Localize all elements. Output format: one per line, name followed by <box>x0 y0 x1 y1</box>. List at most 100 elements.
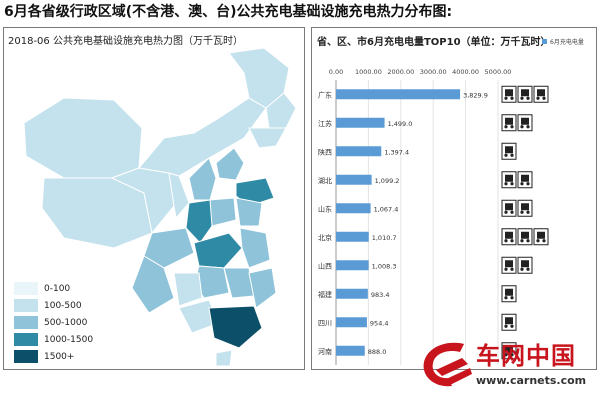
vehicle-icon <box>517 171 533 189</box>
province-region <box>248 267 277 309</box>
vehicle-icon <box>501 142 517 160</box>
province-region <box>193 232 243 269</box>
bar <box>336 317 367 328</box>
vehicle-icon <box>501 114 517 132</box>
bar <box>336 345 365 356</box>
category-label: 湖北 <box>318 176 332 185</box>
province-region <box>265 92 297 129</box>
map-legend: 0-100 100-500 500-1000 1000-1500 1500+ <box>14 280 93 365</box>
x-tick-label: 1000.00 <box>355 68 382 76</box>
province-region <box>23 97 143 179</box>
x-tick-label: 0.00 <box>329 68 343 76</box>
province-region <box>248 127 287 149</box>
category-label: 陕西 <box>318 147 332 156</box>
china-heat-map <box>23 47 297 367</box>
bar <box>336 231 369 242</box>
x-tick-label: 3000.00 <box>420 68 447 76</box>
legend-color-swatch <box>14 333 38 346</box>
carnets-logo <box>423 342 472 387</box>
page-heading: 6月各省级行政区域(不含港、澳、台)公共充电基础设施充电热力分布图: <box>4 4 453 20</box>
province-region <box>215 147 245 181</box>
legend-range-label: 500-1000 <box>44 317 88 328</box>
x-tick-label: 5000.00 <box>485 68 512 76</box>
legend-label: 6月充电电量 <box>550 39 584 46</box>
province-region <box>239 227 271 269</box>
vehicle-icon <box>501 256 517 274</box>
vehicle-icon <box>501 313 517 331</box>
value-label: 888.0 <box>368 348 387 356</box>
legend-color-swatch <box>14 350 38 363</box>
province-region <box>235 177 275 207</box>
chart-title: 省、区、市6月充电电量TOP10（单位：万千瓦时） <box>317 37 551 48</box>
value-label: 1,067.4 <box>374 205 399 213</box>
legend-range-label: 1000-1500 <box>44 334 94 345</box>
bar <box>336 146 382 157</box>
value-label: 954.4 <box>370 319 389 327</box>
watermark-url: www.carnets.com <box>476 374 587 387</box>
legend-color-swatch <box>14 299 38 312</box>
chart-legend: 6月充电电量 <box>542 37 584 46</box>
legend-range-label: 1500+ <box>44 351 75 362</box>
value-label: 1,010.7 <box>372 234 397 242</box>
province-region <box>173 272 203 307</box>
province-shapes <box>23 47 297 367</box>
province-region <box>143 227 195 269</box>
province-region <box>188 157 217 201</box>
legend-color-swatch <box>14 316 38 329</box>
bar <box>336 288 368 299</box>
bar <box>336 174 372 185</box>
vehicle-icon <box>501 199 517 217</box>
value-label: 1,397.4 <box>384 148 409 156</box>
vehicle-icon <box>501 85 517 103</box>
legend-range-label: 0-100 <box>44 283 71 294</box>
province-region <box>208 197 237 227</box>
category-label: 广东 <box>318 90 332 99</box>
province-region <box>168 172 190 220</box>
province-region <box>185 199 213 244</box>
value-label: 1,008.3 <box>372 262 397 270</box>
category-label: 山东 <box>318 204 332 213</box>
x-tick-label: 4000.00 <box>452 68 479 76</box>
legend-item: 1500+ <box>14 348 93 365</box>
province-region <box>131 255 175 314</box>
vehicle-icon <box>501 228 517 246</box>
x-tick-label: 2000.00 <box>387 68 414 76</box>
value-label: 983.4 <box>371 291 390 299</box>
vehicle-icon <box>517 85 533 103</box>
category-label: 四川 <box>318 319 332 327</box>
province-region <box>235 197 263 227</box>
bar <box>336 117 385 128</box>
category-label: 山西 <box>318 261 332 270</box>
category-label: 北京 <box>318 233 332 242</box>
legend-item: 1000-1500 <box>14 331 93 348</box>
category-label: 江苏 <box>318 119 332 128</box>
province-region <box>215 349 233 367</box>
map-title: 2018-06 公共充电基础设施充电热力图（万千瓦时） <box>8 36 243 47</box>
vehicle-icon <box>501 171 517 189</box>
bar <box>336 89 461 100</box>
province-region <box>208 305 263 349</box>
vehicle-icon <box>501 285 517 303</box>
vehicle-icon <box>517 114 533 132</box>
legend-item: 500-1000 <box>14 314 93 331</box>
top10-bar-chart: 0.00 1000.00 2000.00 3000.00 4000.00 5000.00 广… <box>318 68 549 365</box>
vehicle-icon <box>517 228 533 246</box>
legend-item: 0-100 <box>14 280 93 297</box>
carnets-watermark: 车网中国 www.carnets.com <box>418 334 596 396</box>
legend-swatch <box>542 39 547 44</box>
vehicle-icon <box>517 256 533 274</box>
bar <box>336 260 369 271</box>
vehicle-icon <box>533 228 549 246</box>
legend-range-label: 100-500 <box>44 300 82 311</box>
vehicle-icon <box>517 199 533 217</box>
watermark-name: 车网中国 <box>476 342 576 370</box>
value-label: 3,829.9 <box>463 91 488 99</box>
legend-item: 100-500 <box>14 297 93 314</box>
heat-map-panel: 2018-06 公共充电基础设施充电热力图（万千瓦时） 0-100 100-500… <box>3 27 305 370</box>
category-label: 河南 <box>318 347 332 356</box>
bar <box>336 203 371 214</box>
category-label: 福建 <box>318 290 332 299</box>
value-label: 1,099.2 <box>375 177 400 185</box>
vehicle-icon <box>533 85 549 103</box>
value-label: 1,499.0 <box>388 120 413 128</box>
